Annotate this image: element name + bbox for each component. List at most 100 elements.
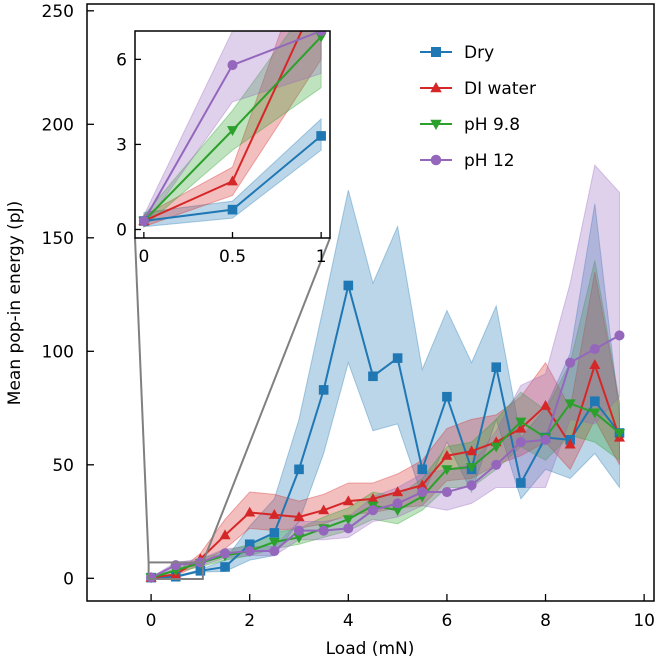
legend-ph-9-8-label: pH 9.8 <box>464 115 520 135</box>
series-ph-12-point <box>515 437 526 448</box>
inset-y-tick-label: 0 <box>116 220 127 240</box>
series-di-water-point <box>318 504 330 515</box>
series-ph-9-8-point <box>515 417 527 428</box>
series-ph-12-point <box>565 357 576 368</box>
legend-dry-label: Dry <box>464 43 494 63</box>
series-ph-12-point <box>466 480 477 491</box>
x-tick-label: 4 <box>343 611 354 631</box>
y-axis-label: Mean pop-in energy (pJ) <box>5 201 25 405</box>
series-di-water-point <box>540 400 552 410</box>
series-di-water-point <box>342 495 354 506</box>
series-dry-band <box>150 190 620 579</box>
series-ph-12-point <box>343 523 354 534</box>
y-axis-ticks: 0 50 100 150 200 250 <box>42 2 94 589</box>
series-dry-point <box>220 562 230 572</box>
series-ph-12-point <box>220 548 231 559</box>
y-tick-label: 250 <box>42 2 74 22</box>
series-dry-point <box>294 464 304 475</box>
series-dry-point <box>417 464 428 475</box>
y-tick-label: 50 <box>52 456 74 476</box>
series-dry-point <box>491 362 502 372</box>
series-ph-12-point <box>367 505 379 516</box>
y-tick-label: 0 <box>63 569 74 589</box>
legend: Dry DI water pH 9.8 pH 12 <box>420 43 536 171</box>
series-ph-9-8-point <box>490 442 502 453</box>
series-ph-12-point <box>491 459 502 470</box>
series-dry-point <box>343 280 354 291</box>
series-dry-point <box>368 371 378 382</box>
zoom-rectangle <box>147 561 204 580</box>
main-error-bands <box>150 164 620 579</box>
inset-dry-point <box>316 131 326 141</box>
zoom-connector-left <box>134 237 150 563</box>
inset-di-water-point <box>226 175 239 186</box>
inset-x-tick-label: 0.5 <box>219 247 246 267</box>
inset-ph-9-8-point <box>226 126 239 137</box>
series-di-water-point <box>589 359 601 370</box>
series-ph-9-8-point <box>589 408 601 419</box>
inset-ph-12-point <box>138 215 149 227</box>
series-dry-point <box>195 566 206 576</box>
y-tick-label: 200 <box>42 115 74 135</box>
inset-series-markers <box>138 31 327 227</box>
series-ph-9-8-point <box>613 428 626 439</box>
x-axis-ticks: 0 2 4 6 8 10 <box>146 594 655 631</box>
series-di-water-point <box>441 449 453 460</box>
x-tick-label: 10 <box>633 611 655 631</box>
main-plot-frame <box>86 3 655 602</box>
inset-ph-12-point <box>316 31 327 37</box>
inset-y-tick-label: 6 <box>116 50 127 70</box>
legend-ph-12-marker <box>430 154 442 166</box>
x-tick-label: 2 <box>244 611 255 631</box>
series-dry-point <box>244 539 255 550</box>
inset-y-tick-label: 3 <box>116 135 127 155</box>
main-series-markers <box>145 280 626 584</box>
x-tick-label: 8 <box>540 611 551 631</box>
series-ph-9-8-point <box>441 465 453 476</box>
series-ph-12-point <box>244 546 255 557</box>
series-di-water-point <box>219 529 231 540</box>
series-ph-12-band <box>150 164 620 579</box>
series-di-water-point <box>244 506 256 517</box>
series-dry-point <box>516 478 526 488</box>
series-ph-9-8-point <box>392 506 404 516</box>
zoom-indicator <box>134 237 331 580</box>
series-ph-12-point <box>614 330 625 341</box>
inset-y-axis-ticks: 0 3 6 <box>116 50 141 240</box>
series-di-water-point <box>367 493 379 503</box>
series-ph-9-8-point <box>293 533 305 544</box>
series-ph-12-point <box>269 546 280 557</box>
series-ph-12-point <box>293 525 305 536</box>
series-di-water-band <box>150 271 620 579</box>
series-di-water-point <box>515 422 527 433</box>
series-ph-12-point <box>318 525 329 536</box>
legend-ph-12-label: pH 12 <box>464 151 515 171</box>
series-ph-9-8-point <box>466 462 478 473</box>
inset-dry-point <box>227 204 238 215</box>
inset-x-tick-label: 0 <box>138 247 149 267</box>
series-di-water-point <box>416 479 428 490</box>
series-ph-12-point <box>392 498 403 509</box>
inset-ph-12-point <box>227 59 238 71</box>
series-dry-point <box>442 391 452 402</box>
series-di-water-point <box>564 438 576 449</box>
legend-di-water-label: DI water <box>464 79 536 99</box>
zoom-connector-right <box>201 237 331 563</box>
series-dry-point <box>318 385 329 395</box>
series-ph-12-point <box>417 487 428 498</box>
y-tick-label: 100 <box>42 342 74 362</box>
series-ph-9-8-point <box>342 515 354 526</box>
series-ph-9-8-point <box>268 537 280 548</box>
legend-di-water-marker <box>430 82 442 93</box>
inset-x-tick-label: 1 <box>316 247 327 267</box>
x-tick-label: 6 <box>442 611 453 631</box>
y-tick-label: 150 <box>42 229 74 249</box>
series-ph-9-8-point <box>564 399 576 410</box>
series-ph-9-8-band <box>150 260 620 579</box>
series-di-water-point <box>293 511 305 522</box>
series-ph-12-point <box>146 572 157 583</box>
series-ph-12-point <box>589 343 600 355</box>
legend-ph-9-8-marker <box>430 119 442 130</box>
series-di-water-point <box>268 508 280 519</box>
